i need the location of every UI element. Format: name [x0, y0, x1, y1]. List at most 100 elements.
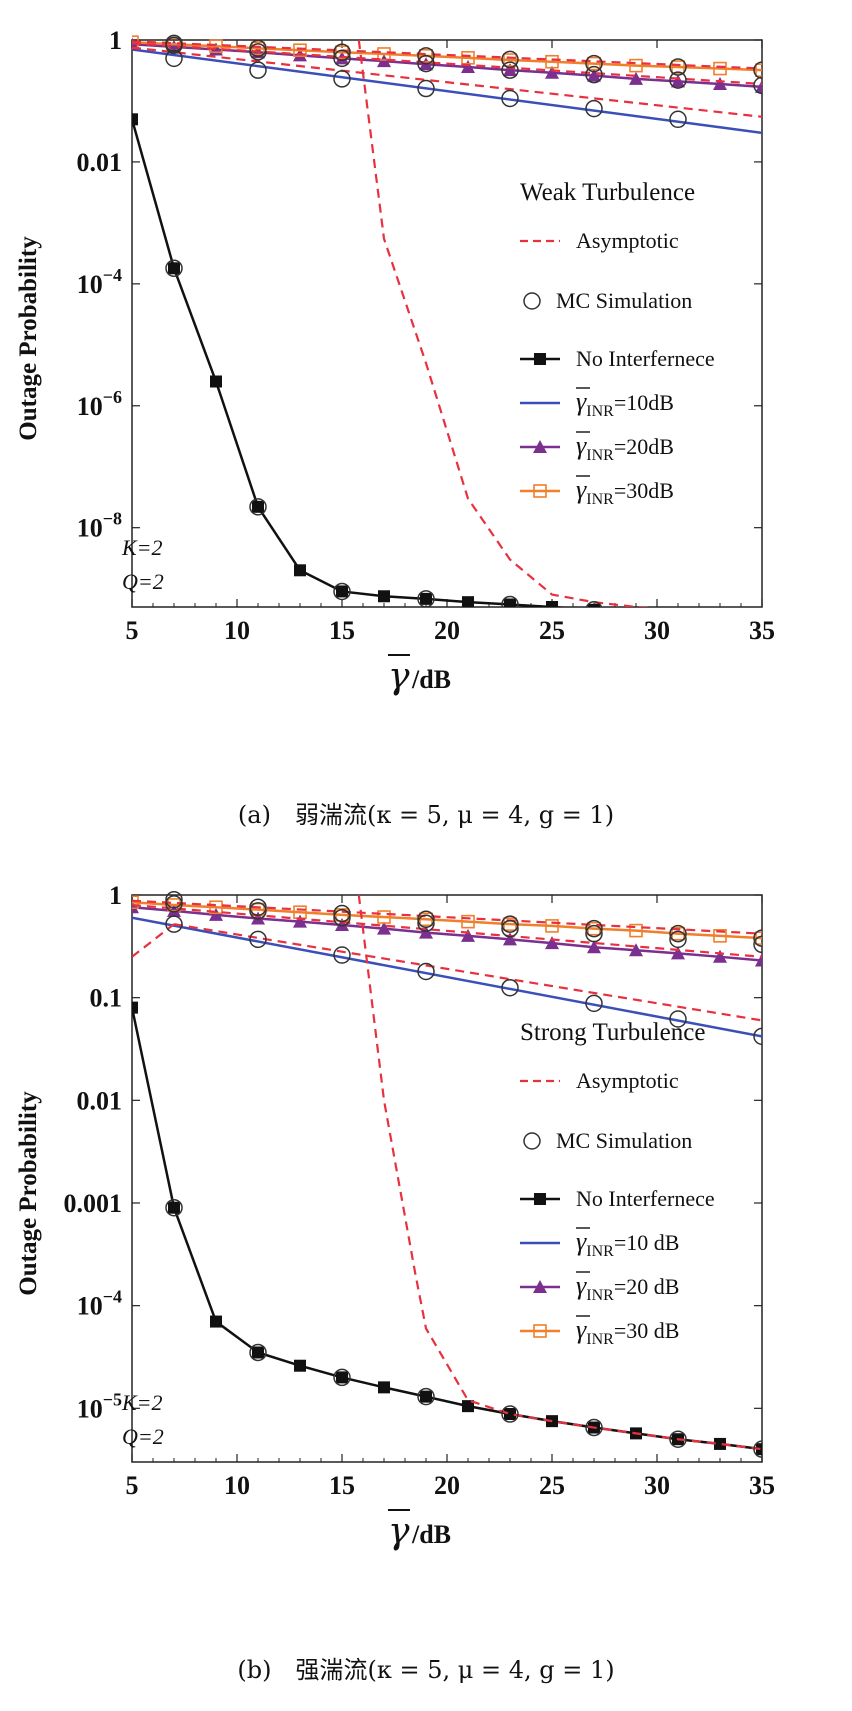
mc-point: [249, 39, 267, 58]
gamma-symbol: γ: [388, 1511, 410, 1552]
data-point: [671, 946, 685, 960]
legend-entry: MC Simulation: [523, 1128, 692, 1153]
data-point: [419, 912, 433, 927]
legend-entry: MC Simulation: [523, 288, 692, 313]
series-line: [132, 1007, 762, 1451]
mc-point: [249, 902, 267, 920]
data-point: [713, 61, 727, 76]
data-point: [336, 585, 348, 598]
mc-point: [669, 930, 687, 949]
asymptotic-line: [132, 899, 762, 935]
chart-a-plot-frame: [131, 39, 763, 608]
legend-label: MC Simulation: [556, 1128, 692, 1153]
y-tick-label: 10−4: [77, 265, 122, 299]
x-tick-label: 25: [539, 1471, 565, 1500]
data-point: [168, 1201, 180, 1214]
y-tick-label: 1: [109, 26, 122, 55]
data-point: [294, 1359, 306, 1372]
mc-point: [585, 54, 603, 73]
mc-point: [501, 89, 519, 108]
chart-a-y-ticks: 1 0.01 10−4 10−6 10−8: [77, 26, 762, 543]
x-tick-label: 25: [539, 616, 565, 645]
mc-point: [501, 919, 519, 938]
y-tick-label: 0.1: [90, 984, 123, 1013]
mc-point: [674, 606, 682, 607]
mc-point: [669, 71, 687, 89]
x-unit: /dB: [411, 665, 451, 694]
legend-entry: No Interfernece: [520, 1186, 715, 1211]
chart-a-param-q: Q=2: [122, 569, 164, 594]
data-point: [209, 907, 223, 921]
series-mc-simulation: [165, 34, 762, 607]
mc-point: [585, 601, 603, 607]
mc-point: [669, 58, 687, 76]
chart-a-y-axis-label: Outage Probability: [15, 236, 42, 441]
legend-label: Asymptotic: [576, 228, 679, 253]
mc-point: [165, 34, 183, 53]
legend-entry: γINR=30dB: [520, 475, 674, 508]
legend-label: γINR=20dB: [576, 431, 674, 464]
data-point: [419, 49, 433, 63]
legend-label: No Interfernece: [576, 346, 715, 371]
chart-b-svg: 5 10 15 20 25 30 35 1 0.1 0.01 0.001 10−4 10−5 Outage…: [15, 881, 775, 1552]
y-tick-label: 10−8: [77, 509, 122, 543]
data-point: [672, 609, 684, 621]
asymptotic-line: [357, 894, 762, 1451]
series-asymptotic: [132, 39, 762, 607]
data-point: [252, 1346, 264, 1359]
data-point: [420, 1390, 432, 1403]
data-point: [545, 919, 559, 933]
x-tick-label: 15: [329, 616, 355, 645]
legend-label: γINR=30 dB: [576, 1315, 679, 1348]
mc-point: [585, 924, 603, 943]
data-point: [503, 53, 517, 67]
chart-a-param-k: K=2: [121, 535, 163, 560]
data-point: [335, 918, 349, 932]
mc-point: [333, 582, 351, 601]
legend-label: γINR=20 dB: [576, 1271, 679, 1304]
data-point: [378, 590, 390, 603]
series-line: [132, 905, 762, 962]
chart-a-svg: 5 10 15 20 25 30 35 1 0.01 10−4 10−6 10−8 Outage Pro…: [15, 26, 775, 697]
data-point: [251, 41, 265, 56]
y-tick-label: 1: [109, 881, 122, 910]
mc-point: [753, 1440, 762, 1458]
legend-title: Strong Turbulence: [520, 1019, 705, 1046]
series-mc-simulation: [165, 890, 762, 1458]
series-line: [132, 900, 762, 940]
series--10db: [132, 48, 762, 135]
data-point: [671, 74, 685, 88]
asymptotic-line: [132, 42, 762, 86]
legend-entry: Asymptotic: [520, 1068, 679, 1093]
data-point: [461, 914, 475, 929]
data-point: [336, 1371, 348, 1384]
mc-point: [417, 910, 435, 929]
mc-point: [669, 1430, 687, 1448]
mc-point: [165, 49, 183, 68]
legend-label: MC Simulation: [556, 288, 692, 313]
mc-point: [585, 99, 603, 118]
data-point: [377, 921, 391, 935]
data-point: [462, 596, 474, 607]
data-point: [168, 262, 180, 275]
data-point: [545, 936, 559, 950]
mc-point: [417, 47, 435, 65]
mc-point: [753, 929, 762, 947]
data-point: [629, 923, 643, 938]
mc-point: [585, 919, 603, 938]
legend-entry: γINR=10dB: [520, 387, 674, 420]
mc-point: [585, 65, 603, 84]
mc-point: [669, 924, 687, 943]
mc-point: [333, 904, 351, 923]
data-point: [210, 1315, 222, 1328]
series-line: [132, 48, 762, 135]
mc-point: [333, 946, 351, 964]
asymptotic-line: [357, 39, 653, 607]
x-unit: /dB: [411, 1520, 451, 1549]
legend-entry: γINR=30 dB: [520, 1315, 679, 1348]
x-tick-label: 5: [126, 616, 139, 645]
legend-label: No Interfernece: [576, 1186, 715, 1211]
chart-panel-a: 5 10 15 20 25 30 35 1 0.01 10−4 10−6 10−8 Outage Pro…: [0, 0, 852, 855]
caption-a: (a) 弱湍流(κ = 5, μ = 4, g = 1): [237, 801, 615, 829]
chart-b-x-ticks: 5 10 15 20 25 30 35: [126, 895, 775, 1500]
